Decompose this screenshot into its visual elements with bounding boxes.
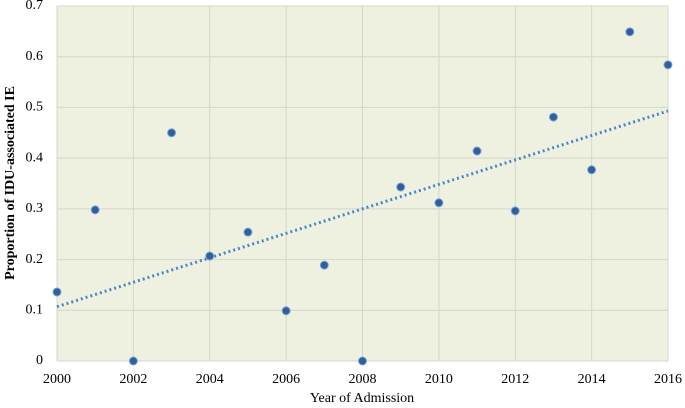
- point: [587, 165, 597, 175]
- y-tick-label: 0.2: [26, 252, 44, 267]
- point: [52, 287, 62, 297]
- point: [472, 146, 482, 156]
- point: [358, 356, 367, 366]
- y-tick-label: 0.3: [26, 201, 44, 216]
- x-tick-label: 2004: [196, 372, 224, 387]
- x-tick-label: 2008: [349, 372, 377, 387]
- y-tick-label: 0.7: [26, 0, 44, 13]
- y-tick-label: 0.4: [26, 150, 44, 165]
- point: [510, 206, 520, 216]
- point: [319, 260, 329, 270]
- point: [434, 198, 444, 208]
- point: [548, 112, 558, 122]
- point: [281, 306, 291, 316]
- x-tick-label: 2000: [43, 372, 71, 387]
- point: [90, 205, 100, 215]
- trend-line: [56, 109, 669, 309]
- y-tick-label: 0.5: [26, 100, 44, 115]
- point: [167, 128, 177, 138]
- y-axis-title: Proportion of IDU-associated IE: [3, 86, 18, 280]
- point: [205, 251, 215, 261]
- x-tick-label: 2012: [501, 372, 529, 387]
- x-tick-label: 2002: [119, 372, 147, 387]
- x-tick-label: 2006: [272, 372, 300, 387]
- y-tick-label: 0.6: [26, 49, 44, 64]
- point: [396, 182, 406, 192]
- y-tick-label: 0.1: [26, 303, 44, 318]
- x-tick-label: 2016: [654, 372, 682, 387]
- x-tick-label: 2014: [578, 372, 606, 387]
- point: [128, 356, 138, 366]
- y-tick-label: 0: [36, 353, 43, 368]
- point: [625, 27, 635, 37]
- x-tick-label: 2010: [425, 372, 453, 387]
- x-axis-title: Year of Admission: [310, 391, 414, 406]
- point: [663, 60, 673, 70]
- point: [243, 227, 253, 237]
